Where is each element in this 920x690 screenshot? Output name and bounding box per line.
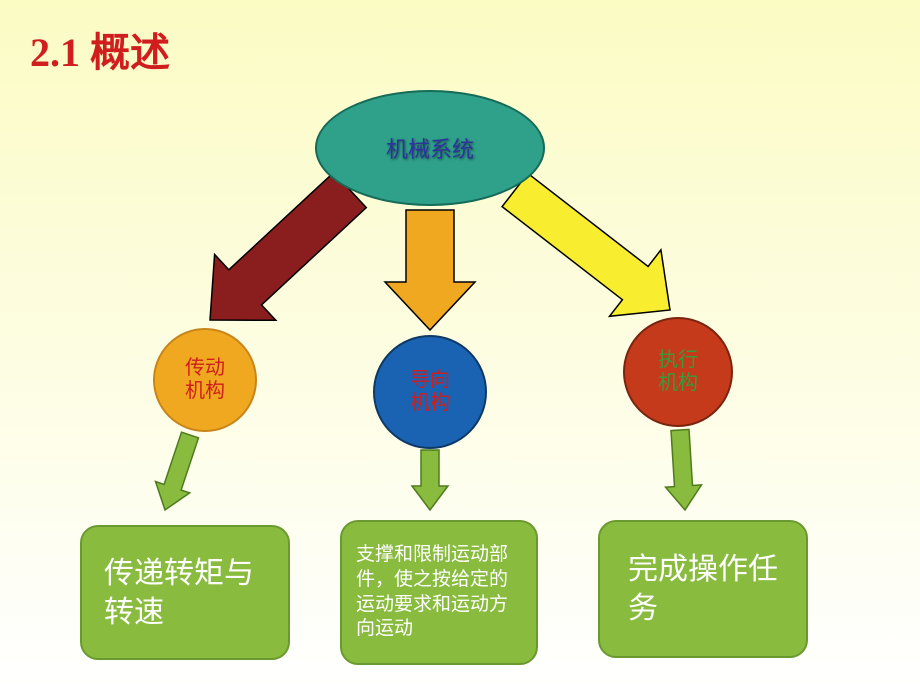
bottom-box-1: 支撑和限制运动部件，使之按给定的运动要求和运动方向运动 <box>340 520 538 665</box>
bottom-box-0: 传递转矩与转速 <box>80 525 290 660</box>
bottom-box-2: 完成操作任务 <box>598 520 808 658</box>
bottom-box-1-text: 支撑和限制运动部件，使之按给定的运动要求和运动方向运动 <box>356 543 522 642</box>
bottom-box-2-text: 完成操作任务 <box>628 550 778 628</box>
bottom-box-0-text: 传递转矩与转速 <box>104 554 266 632</box>
